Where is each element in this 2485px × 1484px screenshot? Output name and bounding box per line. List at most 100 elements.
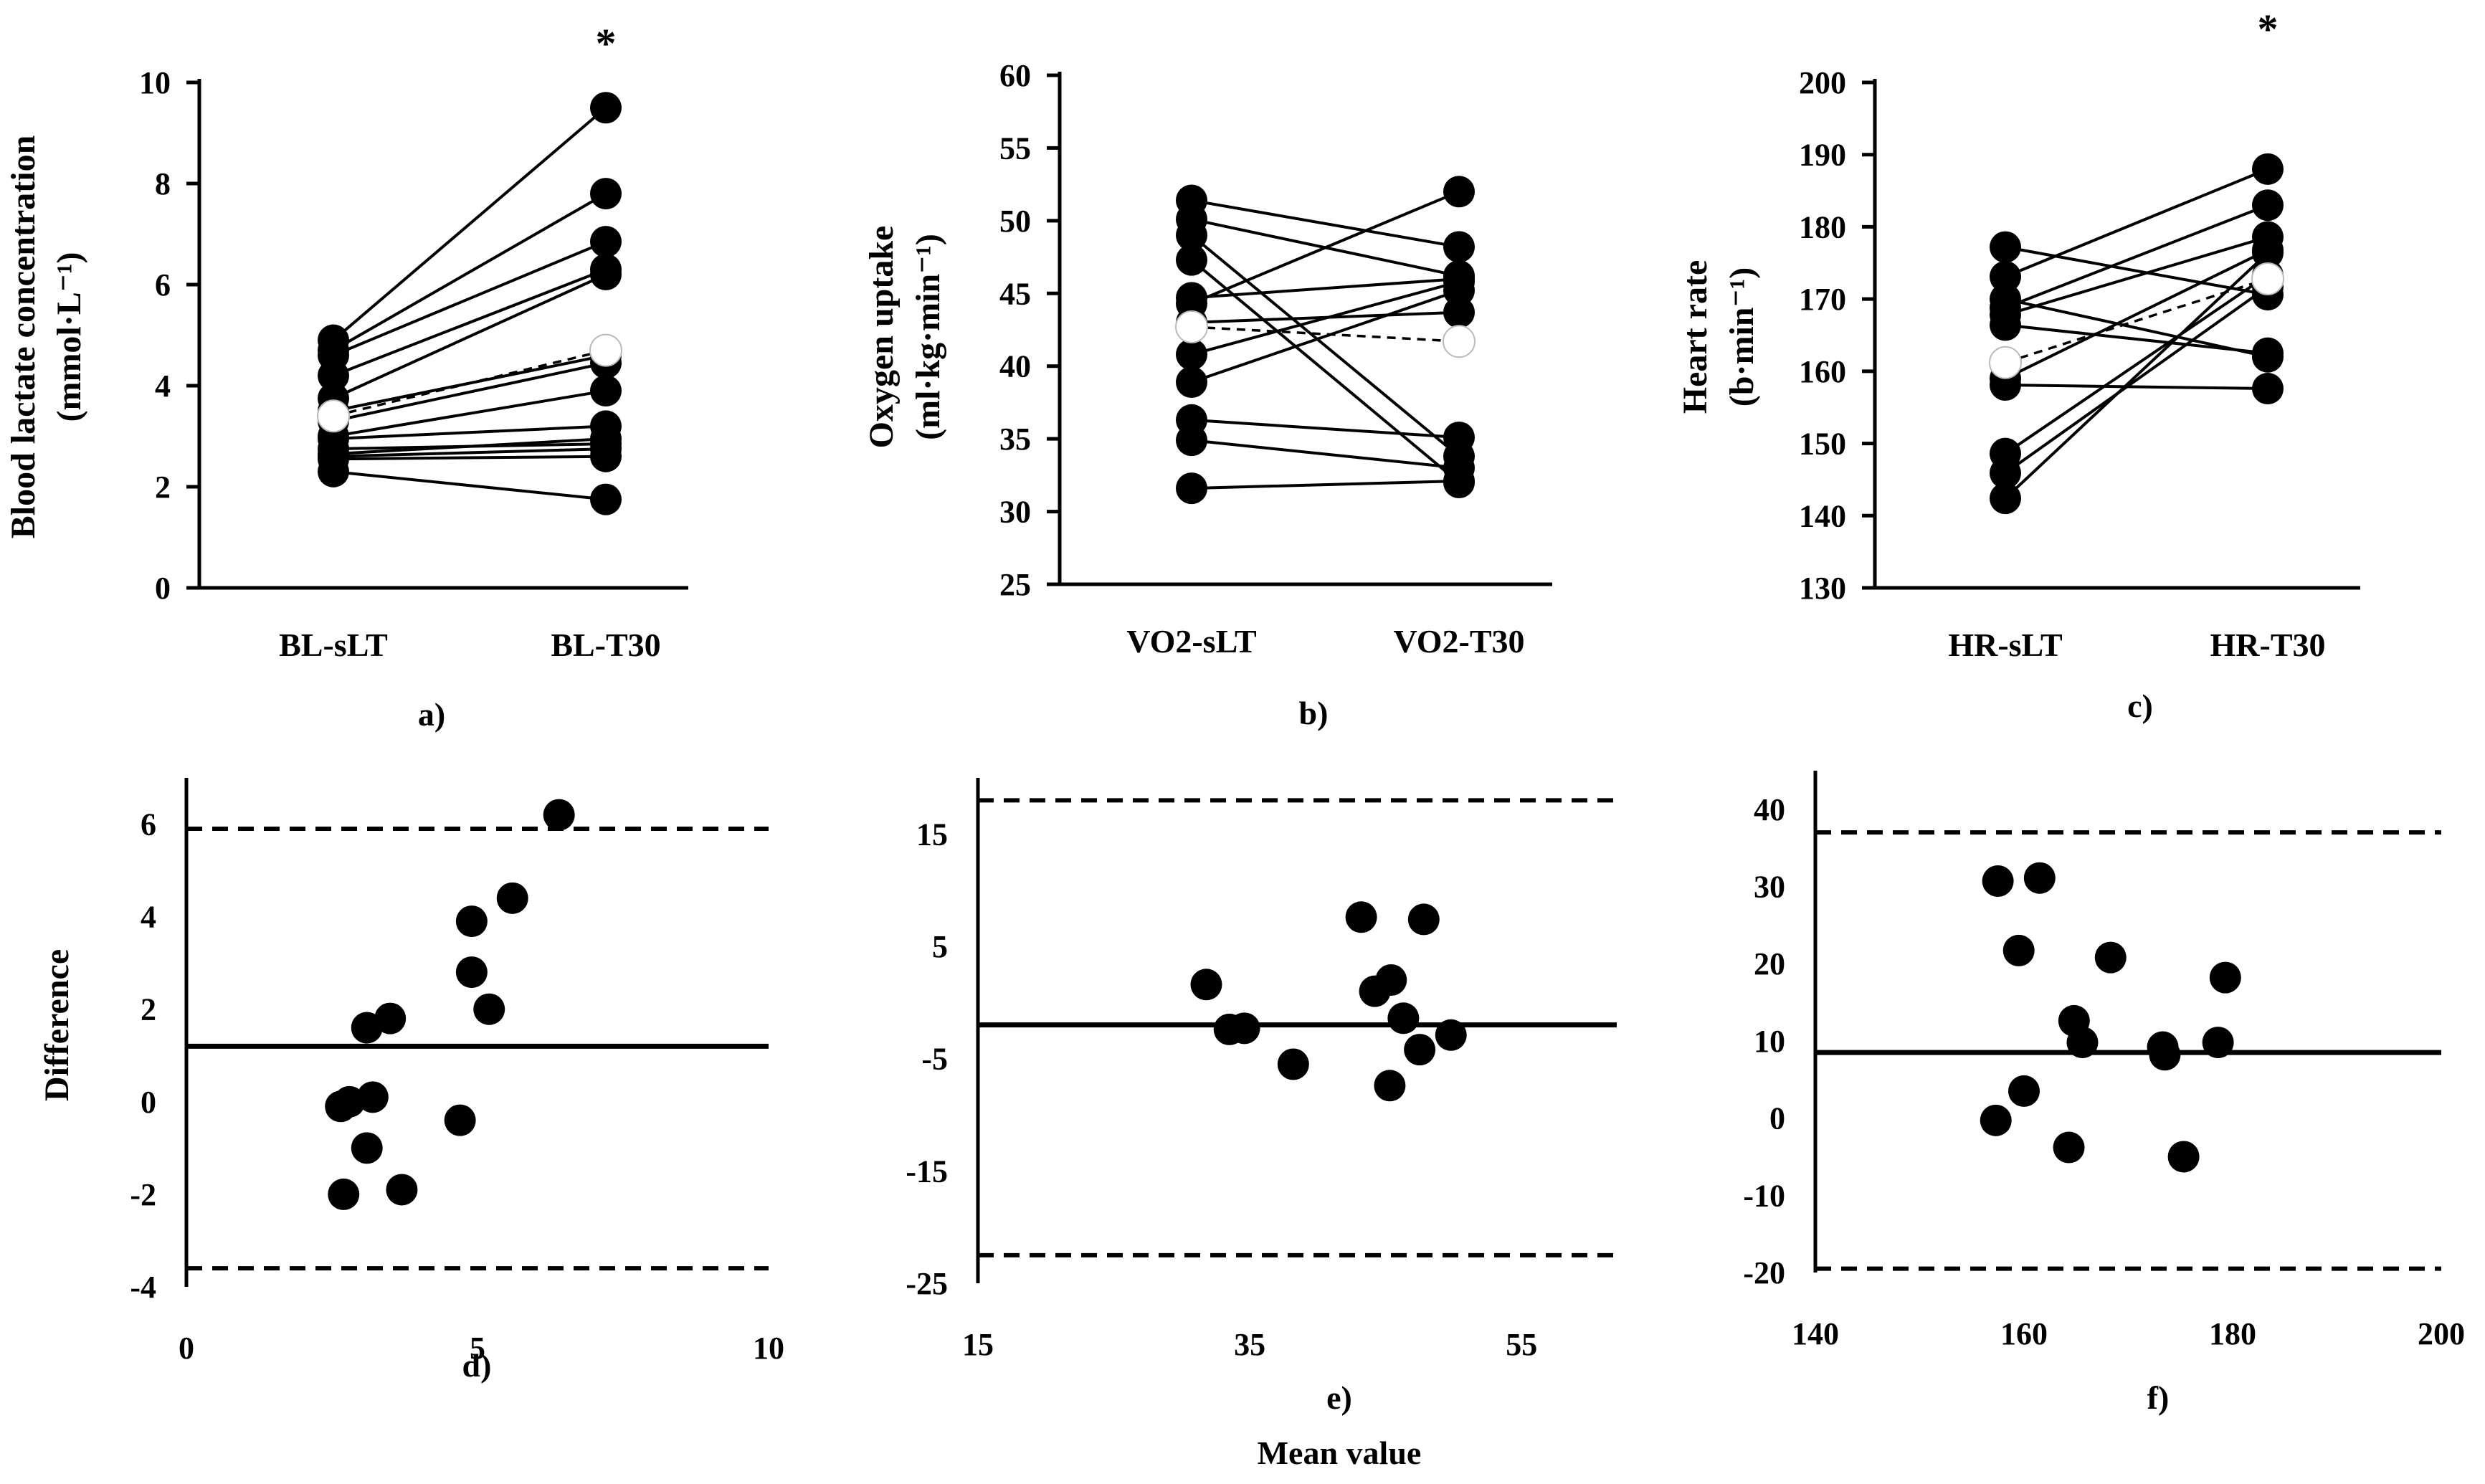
data-point — [2002, 934, 2035, 966]
panel-f: -20 -10 0 10 20 30 40 140 160 180 200 f) — [1743, 771, 2465, 1416]
y-tick-label: 180 — [1799, 209, 1846, 244]
subject-line — [1191, 277, 1460, 300]
mean-point — [589, 333, 622, 367]
data-point — [1990, 231, 2021, 263]
data-point — [2252, 373, 2284, 405]
y-tick-label: 10 — [139, 65, 171, 100]
data-point — [1443, 296, 1475, 328]
data-point — [2252, 337, 2284, 369]
data-point — [590, 375, 622, 407]
data-point — [1443, 422, 1475, 454]
data-point — [1190, 969, 1222, 1001]
y-tick-label: 5 — [932, 929, 948, 964]
significance-marker: * — [2258, 6, 2279, 52]
y-tick-label: -10 — [1743, 1178, 1785, 1213]
panel-c: 130 140 150 160 170 180 190 200 HR-sLT HR-T30 * Hea… — [1676, 6, 2360, 724]
data-point — [1387, 1002, 1420, 1034]
y-tick-label: 45 — [999, 276, 1031, 311]
data-point — [2252, 189, 2284, 222]
y-tick-label: 50 — [999, 204, 1031, 239]
subject-line — [333, 447, 607, 458]
data-point — [2252, 237, 2284, 269]
x-tick-label: 200 — [2418, 1316, 2465, 1351]
x-tick-label: 140 — [1792, 1316, 1839, 1351]
data-point — [2066, 1027, 2099, 1059]
data-point — [2149, 1039, 2181, 1071]
data-point — [1176, 338, 1207, 371]
subject-line — [333, 437, 607, 456]
y-tick-label: 0 — [1769, 1101, 1785, 1136]
subject-line — [2005, 323, 2268, 355]
y-tick-label: 55 — [999, 130, 1031, 166]
subject-line — [1191, 190, 1460, 305]
data-point — [351, 1012, 383, 1044]
data-point — [1990, 482, 2021, 515]
data-point — [1443, 231, 1475, 263]
x-category-label: HR-sLT — [1948, 627, 2062, 663]
data-point — [1443, 465, 1475, 497]
subject-line — [332, 106, 607, 342]
data-point — [590, 92, 622, 124]
panel-e: -25 -15 -5 5 15 15 35 55 e) — [906, 778, 1617, 1416]
data-point — [1990, 309, 2021, 341]
y-axis-label: Heart rate — [1676, 260, 1714, 414]
subject-line — [2004, 252, 2269, 500]
subject-line — [333, 470, 607, 501]
data-point — [543, 799, 575, 831]
x-category-label: HR-T30 — [2210, 627, 2326, 663]
y-tick-label: 0 — [155, 571, 171, 606]
data-point — [1176, 219, 1207, 252]
subject-line — [2005, 235, 2268, 317]
data-point — [1404, 1034, 1436, 1066]
y-tick-label: 140 — [1799, 498, 1846, 533]
data-point — [351, 1132, 383, 1164]
subject-line — [333, 273, 607, 400]
y-tick-label: 160 — [1799, 354, 1846, 389]
data-point — [496, 882, 528, 914]
panel-label: f) — [2147, 1379, 2170, 1416]
data-point — [318, 359, 349, 391]
y-axis-unit-label: (ml·kg·min⁻¹) — [909, 234, 947, 440]
subject-line — [1191, 199, 1460, 249]
subject-line — [2005, 204, 2268, 310]
data-point — [1375, 964, 1407, 996]
data-point — [1277, 1048, 1309, 1080]
x-tick-label: 0 — [179, 1331, 194, 1366]
y-tick-label: 4 — [141, 900, 156, 935]
significance-marker: * — [596, 20, 617, 67]
data-point — [590, 178, 622, 210]
y-tick-label: 25 — [999, 567, 1031, 602]
data-point — [1407, 903, 1440, 936]
mean-line — [2005, 277, 2268, 364]
data-point — [1176, 472, 1207, 505]
y-tick-label: 190 — [1799, 138, 1846, 173]
subject-line — [333, 455, 607, 461]
subject-line — [1191, 418, 1460, 439]
mean-point — [1175, 310, 1208, 343]
mean-point — [317, 399, 350, 433]
x-tick-label: 5 — [470, 1331, 485, 1366]
data-point — [1176, 424, 1207, 457]
y-tick-label: 60 — [999, 58, 1031, 93]
y-tick-label: -25 — [906, 1266, 948, 1301]
subject-line — [333, 424, 607, 441]
x-category-label: BL-T30 — [551, 627, 660, 663]
data-point — [1443, 275, 1475, 307]
subject-line — [333, 192, 607, 352]
y-tick-label: 15 — [916, 817, 948, 852]
subject-line — [333, 267, 607, 377]
y-tick-label: 130 — [1799, 571, 1846, 606]
data-point — [2252, 153, 2284, 185]
subject-line — [1191, 479, 1460, 490]
y-tick-label: 30 — [1754, 870, 1785, 905]
x-tick-label: 180 — [2209, 1316, 2256, 1351]
mean-line — [333, 348, 607, 418]
panel-label: a) — [418, 696, 445, 733]
y-axis-unit-label: (mmol·L⁻¹) — [50, 252, 88, 422]
y-tick-label: -4 — [130, 1270, 156, 1305]
y-tick-label: 0 — [141, 1085, 156, 1120]
data-point — [1990, 260, 2021, 292]
data-point — [590, 258, 622, 290]
subject-line — [2005, 245, 2268, 297]
